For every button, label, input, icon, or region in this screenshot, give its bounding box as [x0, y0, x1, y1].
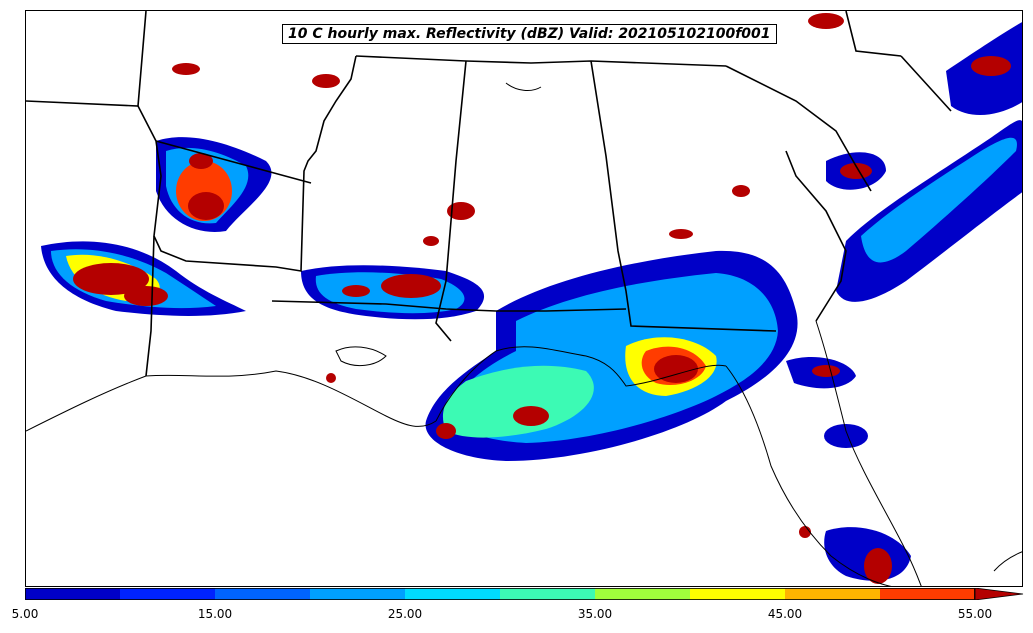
coastlines — [26, 82, 1022, 586]
reflectivity-cell — [513, 406, 549, 426]
colorbar-tick-label: 55.00 — [957, 607, 993, 621]
reflectivity-cell — [436, 423, 456, 439]
reflectivity-cell — [812, 365, 840, 377]
reflectivity-cell — [808, 13, 844, 29]
colorbar-segment — [690, 588, 785, 600]
reflectivity-cell — [172, 63, 200, 75]
colorbar-segment — [880, 588, 975, 600]
state-borders — [26, 11, 952, 377]
colorbar-tick-label: 5.00 — [11, 607, 39, 621]
reflectivity-cell — [124, 286, 168, 306]
reflectivity-cell — [824, 424, 868, 448]
colorbar-tick-label: 35.00 — [577, 607, 613, 621]
colorbar-tick-label: 25.00 — [387, 607, 423, 621]
colorbar-segment — [785, 588, 880, 600]
reflectivity-cell — [447, 202, 475, 220]
reflectivity-cell — [864, 548, 892, 584]
colorbar-outline — [25, 588, 975, 600]
colorbar-extend-arrow — [974, 588, 1024, 600]
reflectivity-cell — [342, 285, 370, 297]
reflectivity-cell — [188, 192, 224, 220]
reflectivity-cell — [189, 153, 213, 169]
reflectivity-map — [26, 11, 1022, 586]
reflectivity-cell — [423, 236, 439, 246]
colorbar-segment — [310, 588, 405, 600]
reflectivity-cell — [312, 74, 340, 88]
colorbar-segment — [120, 588, 215, 600]
reflectivity-cell — [73, 263, 149, 295]
map-title: 10 C hourly max. Reflectivity (dBZ) Vali… — [282, 24, 777, 44]
colorbar-segment — [405, 588, 500, 600]
colorbar-tick-label: 15.00 — [197, 607, 233, 621]
colorbar-segment — [500, 588, 595, 600]
colorbar — [25, 588, 1024, 600]
reflectivity-cell — [840, 163, 872, 179]
reflectivity-cell — [669, 229, 693, 239]
colorbar-segment — [25, 588, 120, 600]
reflectivity-cell — [326, 373, 336, 383]
reflectivity-cell — [971, 56, 1011, 76]
colorbar-segment — [595, 588, 690, 600]
reflectivity-cell — [654, 355, 698, 383]
colorbar-segment — [215, 588, 310, 600]
reflectivity-cell — [381, 274, 441, 298]
map-frame: 10 C hourly max. Reflectivity (dBZ) Vali… — [25, 10, 1023, 587]
reflectivity-fields — [41, 13, 1022, 584]
colorbar-tick-label: 45.00 — [767, 607, 803, 621]
reflectivity-cell — [442, 365, 594, 438]
reflectivity-cell — [732, 185, 750, 197]
reflectivity-cell — [861, 137, 1017, 263]
